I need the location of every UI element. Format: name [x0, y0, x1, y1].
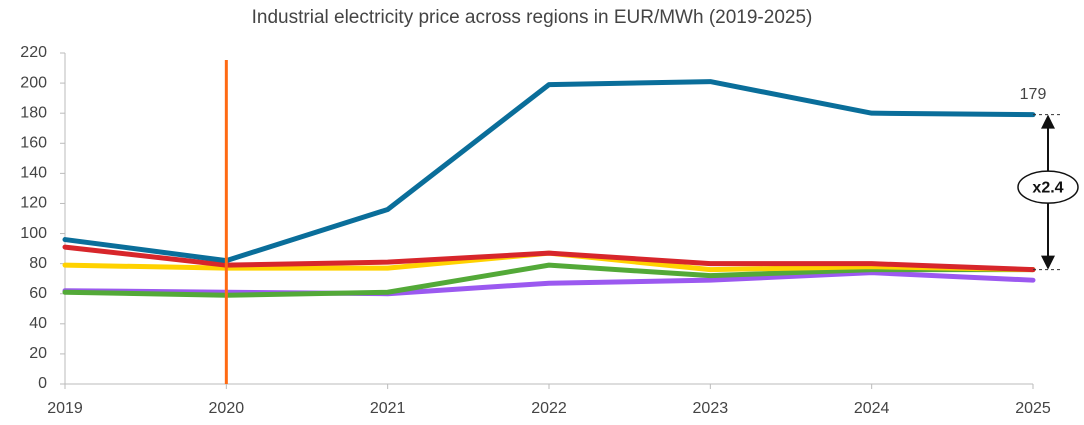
x-tick-label: 2021 [370, 400, 406, 417]
y-tick-label: 0 [38, 375, 47, 392]
chart-title: Industrial electricity price across regi… [252, 7, 813, 28]
arrow-head [1041, 114, 1055, 129]
x-tick-label: 2022 [531, 400, 567, 417]
y-tick-label: 40 [29, 315, 47, 332]
y-tick-label: 20 [29, 345, 47, 362]
y-tick-label: 60 [29, 285, 47, 302]
y-tick-label: 180 [20, 104, 47, 121]
y-tick-label: 220 [20, 44, 47, 61]
y-tick-label: 100 [20, 225, 47, 242]
y-tick-label: 200 [20, 74, 47, 91]
x-tick-label: 2025 [1015, 400, 1051, 417]
annotation-bubble [1017, 170, 1079, 204]
data-label: 179 [1020, 86, 1047, 103]
annotation: x2.4 [1032, 179, 1063, 196]
y-tick-label: 140 [20, 165, 47, 182]
series-line [62, 270, 1036, 297]
y-tick-label: 80 [29, 255, 47, 272]
series-line [62, 79, 1036, 264]
x-tick-label: 2019 [47, 400, 83, 417]
x-tick-label: 2023 [693, 400, 729, 417]
x-tick-label: 2020 [209, 400, 245, 417]
arrow-head [1041, 255, 1055, 270]
y-tick-label: 120 [20, 195, 47, 212]
y-tick-label: 160 [20, 134, 47, 151]
x-tick-label: 2024 [854, 400, 890, 417]
